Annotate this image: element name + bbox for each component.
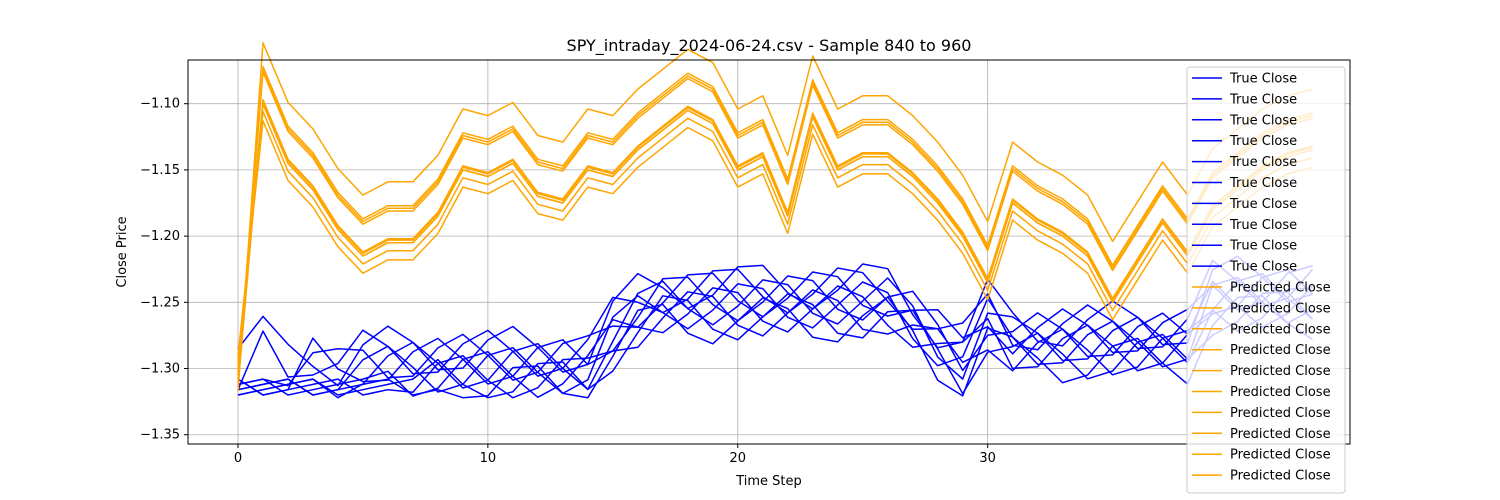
legend-label: Predicted Close: [1230, 448, 1331, 463]
legend-label: True Close: [1229, 72, 1297, 87]
axis-ticks: 0 10 20 30 −1.35 −1.30 −1.25 −1.20 −1.15 −1.10: [140, 97, 996, 466]
legend-label: True Close: [1229, 113, 1297, 128]
chart-legend: True Close True Close True Close True Close…: [1186, 66, 1346, 494]
legend-label: Predicted Close: [1230, 469, 1331, 484]
legend-label: Predicted Close: [1230, 406, 1331, 421]
legend-label: True Close: [1229, 155, 1297, 170]
x-tick-label: 30: [979, 451, 996, 466]
true-close-line: [237, 272, 1313, 399]
x-tick-label: 0: [234, 451, 242, 466]
legend-label: True Close: [1229, 176, 1297, 191]
legend-label: Predicted Close: [1230, 281, 1331, 296]
predicted-close-line: [237, 110, 1313, 360]
predicted-close-line: [237, 71, 1313, 376]
y-tick-label: −1.25: [140, 295, 180, 310]
legend-label: True Close: [1229, 260, 1297, 275]
legend-label: True Close: [1229, 197, 1297, 212]
predicted-close-line: [237, 98, 1313, 388]
predicted-close-line: [237, 42, 1313, 392]
plot-frame: [187, 59, 1351, 445]
plot-series: [237, 42, 1314, 399]
predicted-close-line: [237, 68, 1313, 380]
predicted-close-line: [237, 102, 1313, 372]
true-close-line: [237, 287, 1313, 399]
legend-box: [1186, 66, 1346, 494]
legend-label: True Close: [1229, 218, 1297, 233]
y-tick-label: −1.15: [140, 163, 180, 178]
predicted-close-line: [237, 120, 1313, 356]
x-tick-label: 10: [480, 451, 497, 466]
legend-label: True Close: [1229, 92, 1297, 107]
y-axis-label: Close Price: [115, 216, 130, 287]
legend-label: True Close: [1229, 134, 1297, 149]
y-tick-label: −1.35: [140, 428, 180, 443]
true-close-line: [237, 295, 1313, 399]
y-tick-label: −1.10: [140, 97, 180, 112]
true-close-line: [237, 255, 1313, 387]
chart-title: SPY_intraday_2024-06-24.csv - Sample 840…: [567, 36, 972, 56]
legend-label: Predicted Close: [1230, 427, 1331, 442]
legend-label: Predicted Close: [1230, 385, 1331, 400]
y-tick-label: −1.30: [140, 362, 180, 377]
x-tick-label: 20: [729, 451, 746, 466]
grid-lines: [188, 60, 1350, 444]
true-close-line: [237, 291, 1314, 399]
x-axis-label: Time Step: [735, 474, 802, 489]
predicted-close-line: [237, 65, 1313, 384]
legend-label: Predicted Close: [1230, 343, 1331, 358]
legend-label: Predicted Close: [1230, 301, 1331, 316]
legend-label: Predicted Close: [1230, 322, 1331, 337]
legend-label: True Close: [1229, 239, 1297, 254]
legend-label: Predicted Close: [1230, 364, 1331, 379]
y-tick-label: −1.20: [140, 229, 180, 244]
true-close-line: [237, 268, 1314, 396]
